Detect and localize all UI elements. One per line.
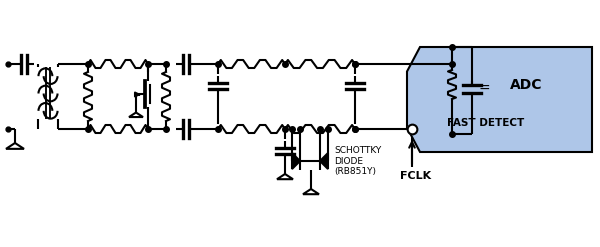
Text: SCHOTTKY
DIODE
(RB851Y): SCHOTTKY DIODE (RB851Y) [334, 146, 381, 176]
Text: ADC: ADC [510, 78, 542, 92]
Polygon shape [407, 47, 592, 152]
Polygon shape [292, 153, 300, 169]
Text: FCLK: FCLK [400, 171, 431, 181]
Text: FAST DETECT: FAST DETECT [447, 118, 524, 128]
Polygon shape [320, 153, 328, 169]
Text: =: = [478, 82, 490, 96]
